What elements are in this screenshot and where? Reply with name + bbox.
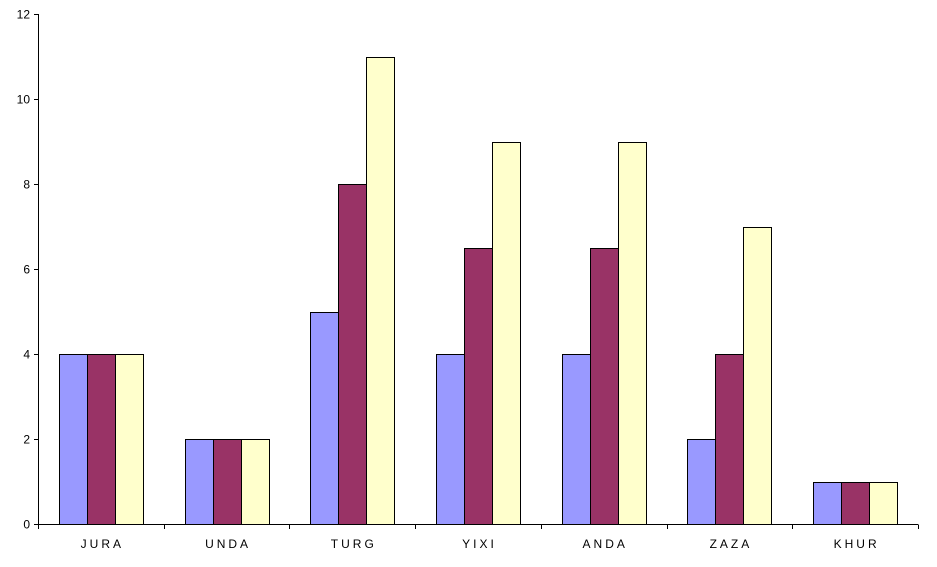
bar-yixi-series-1 bbox=[436, 354, 465, 525]
bar-khur-series-2 bbox=[841, 482, 870, 525]
x-category-label: YIXI bbox=[462, 537, 497, 551]
y-tick-label: 10 bbox=[17, 93, 31, 107]
bar-turg-series-1 bbox=[310, 312, 339, 525]
bar-zaza-series-1 bbox=[687, 439, 716, 525]
x-category-label: JURA bbox=[81, 537, 124, 551]
bar-zaza-series-2 bbox=[715, 354, 744, 525]
bar-yixi-series-3 bbox=[492, 142, 521, 525]
bar-anda-series-1 bbox=[562, 354, 591, 525]
bar-unda-series-2 bbox=[213, 439, 242, 525]
y-tick-label: 4 bbox=[23, 348, 30, 362]
bar-unda-series-3 bbox=[241, 439, 270, 525]
bar-khur-series-1 bbox=[813, 482, 842, 525]
y-tick-label: 8 bbox=[23, 178, 30, 192]
x-axis-ticks: JURA UNDA TURG YIXI ANDA ZAZA KHUR bbox=[38, 524, 919, 551]
bar-khur-series-3 bbox=[869, 482, 898, 525]
bar-zaza-series-3 bbox=[743, 227, 772, 525]
x-category-label: TURG bbox=[331, 537, 377, 551]
bar-jura-series-3 bbox=[115, 354, 144, 525]
y-tick-label: 12 bbox=[17, 8, 31, 22]
x-category-label: UNDA bbox=[205, 537, 251, 551]
bar-turg-series-3 bbox=[366, 57, 395, 525]
y-tick-label: 6 bbox=[23, 263, 30, 277]
bar-unda-series-1 bbox=[185, 439, 214, 525]
bars-group bbox=[59, 57, 898, 525]
x-category-label: ZAZA bbox=[710, 537, 753, 551]
y-axis-ticks: 0 2 4 6 8 10 12 bbox=[17, 8, 39, 532]
y-tick-label: 0 bbox=[23, 518, 30, 532]
y-tick-label: 2 bbox=[23, 433, 30, 447]
bar-turg-series-2 bbox=[338, 184, 367, 525]
x-category-label: KHUR bbox=[834, 537, 880, 551]
bar-yixi-series-2 bbox=[464, 248, 493, 525]
x-category-label: ANDA bbox=[583, 537, 628, 551]
bar-jura-series-1 bbox=[59, 354, 88, 525]
bar-jura-series-2 bbox=[87, 354, 116, 525]
bar-anda-series-2 bbox=[590, 248, 619, 525]
bar-anda-series-3 bbox=[618, 142, 647, 525]
